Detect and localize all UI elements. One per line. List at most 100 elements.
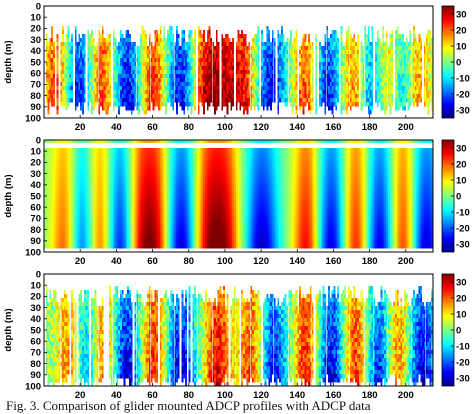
heatmap-cell: [214, 58, 216, 63]
heatmap-cell: [109, 86, 111, 91]
heatmap-cell: [353, 78, 355, 83]
heatmap-cell: [281, 86, 283, 91]
heatmap-cell: [384, 70, 386, 75]
heatmap-cell: [371, 86, 373, 91]
heatmap-cell: [100, 78, 102, 83]
heatmap-cell: [424, 78, 426, 83]
heatmap-cell: [268, 82, 270, 87]
heatmap-cell: [270, 50, 272, 55]
heatmap-cell: [310, 54, 312, 59]
heatmap-cell: [382, 26, 384, 31]
heatmap-cell: [178, 62, 180, 67]
heatmap-cell: [429, 70, 431, 75]
heatmap-cell: [142, 26, 144, 31]
heatmap-cell: [133, 66, 135, 71]
heatmap-cell: [390, 54, 392, 59]
heatmap-cell: [343, 50, 345, 55]
heatmap-cell: [357, 78, 359, 83]
heatmap-cell: [250, 50, 252, 55]
heatmap-cell: [245, 78, 247, 83]
heatmap-cell: [62, 66, 64, 71]
heatmap-cell: [294, 74, 296, 79]
heatmap-cell: [116, 58, 118, 63]
heatmap-cell: [225, 90, 227, 95]
heatmap-cell: [120, 46, 122, 51]
heatmap-cell: [239, 42, 241, 47]
heatmap-cell: [138, 98, 140, 103]
heatmap-cell: [343, 54, 345, 59]
heatmap-cell: [165, 70, 167, 75]
heatmap-cell: [129, 66, 131, 71]
heatmap-cell: [247, 102, 249, 107]
heatmap-cell: [122, 38, 124, 43]
heatmap-cell: [232, 90, 234, 95]
heatmap-cell: [151, 82, 153, 87]
heatmap-cell: [205, 82, 207, 87]
heatmap-cell: [62, 86, 64, 91]
heatmap-cell: [104, 78, 106, 83]
heatmap-cell: [243, 46, 245, 51]
heatmap-cell: [281, 74, 283, 79]
heatmap-cell: [192, 102, 194, 107]
heatmap-cell: [149, 34, 151, 39]
heatmap-cell: [408, 86, 410, 91]
heatmap-cell: [408, 46, 410, 51]
heatmap-cell: [200, 82, 202, 87]
heatmap-cell: [348, 42, 350, 47]
heatmap-cell: [243, 38, 245, 43]
heatmap-cell: [203, 58, 205, 63]
heatmap-cell: [315, 38, 317, 43]
heatmap-cell: [182, 82, 184, 87]
heatmap-cell: [192, 90, 194, 95]
heatmap-cell: [209, 98, 211, 103]
heatmap-cell: [140, 90, 142, 95]
heatmap-cell: [149, 74, 151, 79]
heatmap-cell: [267, 78, 269, 83]
heatmap-cell: [326, 34, 328, 39]
heatmap-cell: [46, 74, 48, 79]
heatmap-cell: [324, 78, 326, 83]
heatmap-cell: [87, 54, 89, 59]
heatmap-cell: [71, 78, 73, 83]
heatmap-cell: [221, 42, 223, 47]
heatmap-cell: [129, 54, 131, 59]
heatmap-cell: [337, 70, 339, 75]
heatmap-cell: [151, 98, 153, 103]
heatmap-cell: [160, 78, 162, 83]
heatmap-cell: [183, 62, 185, 67]
heatmap-cell: [295, 98, 297, 103]
heatmap-cell: [247, 98, 249, 103]
heatmap-cell: [382, 82, 384, 87]
heatmap-cell: [183, 86, 185, 91]
heatmap-cell: [377, 90, 379, 95]
heatmap-cell: [62, 102, 64, 107]
heatmap-cell: [241, 94, 243, 99]
heatmap-cell: [424, 62, 426, 67]
heatmap-cell: [192, 46, 194, 51]
heatmap-cell: [346, 86, 348, 91]
heatmap-cell: [238, 34, 240, 39]
heatmap-cell: [122, 70, 124, 75]
heatmap-cell: [429, 74, 431, 79]
heatmap-cell: [171, 74, 173, 79]
heatmap-cell: [176, 66, 178, 71]
heatmap-cell: [78, 74, 80, 79]
heatmap-cell: [277, 50, 279, 55]
heatmap-cell: [352, 102, 354, 107]
heatmap-cell: [379, 46, 381, 51]
heatmap-cell: [165, 110, 167, 115]
heatmap-cell: [192, 74, 194, 79]
heatmap-cell: [66, 58, 68, 63]
heatmap-cell: [375, 58, 377, 63]
heatmap-cell: [395, 86, 397, 91]
heatmap-cell: [274, 62, 276, 67]
heatmap-cell: [258, 106, 260, 111]
heatmap-cell: [178, 50, 180, 55]
heatmap-cell: [227, 46, 229, 51]
heatmap-cell: [248, 102, 250, 107]
heatmap-cell: [310, 98, 312, 103]
heatmap-cell: [120, 58, 122, 63]
heatmap-cell: [381, 98, 383, 103]
heatmap-cell: [283, 78, 285, 83]
heatmap-cell: [350, 34, 352, 39]
